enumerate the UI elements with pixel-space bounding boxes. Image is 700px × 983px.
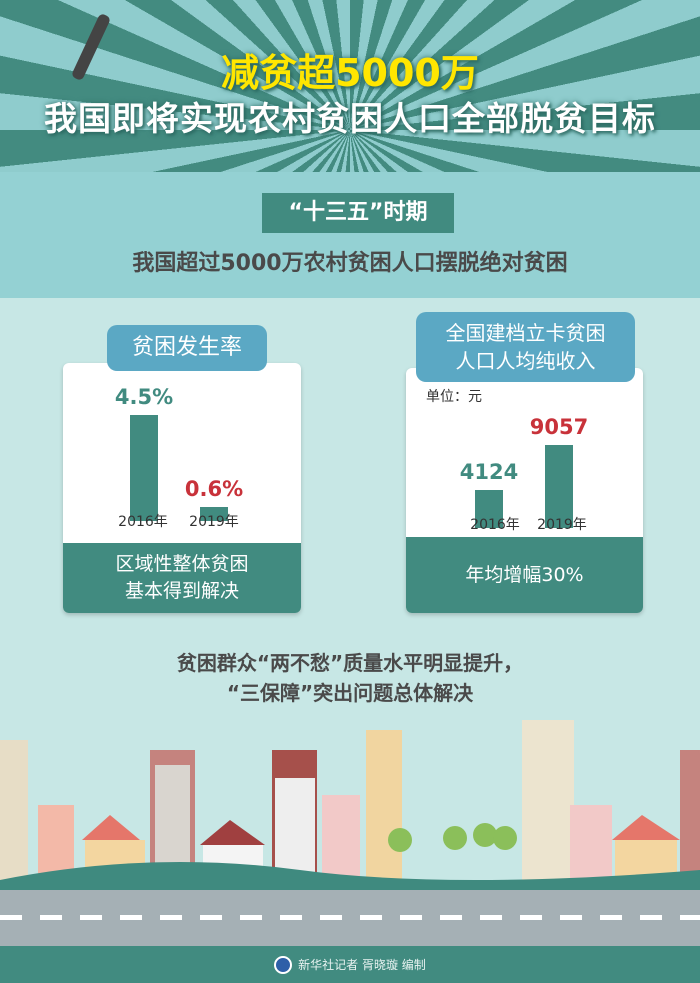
building (570, 805, 612, 890)
x-label-2019: 2019年 (189, 514, 239, 530)
ground (0, 862, 700, 892)
bar-2019 (200, 506, 228, 521)
building (522, 720, 574, 890)
x-label-2016: 2016年 (470, 517, 520, 533)
chart2-title: 全国建档立卡贫困 人口人均纯收入 (416, 312, 635, 382)
road-markings (0, 915, 700, 920)
chart2-title-line: 全国建档立卡贫困 (445, 321, 606, 345)
tree (388, 828, 412, 852)
poverty-rate-card: 4.5% 0.6% 2016年 2019年 区域性整体贫困 基本得到解决 (63, 363, 301, 613)
xinhua-logo-icon (274, 955, 293, 974)
value-label-2019: 0.6% (184, 476, 244, 501)
footer-line: 基本得到解决 (124, 580, 239, 602)
house-roof (82, 815, 140, 840)
footer-line: 区域性整体贫困 (115, 553, 249, 575)
house-roof (200, 820, 265, 845)
income-card: 单位：元 4124 9057 2016年 2019年 年均增幅30% (406, 368, 643, 613)
chart1-title: 贫困发生率 (107, 325, 267, 371)
building (680, 750, 700, 890)
footer: 新华社记者 胥晓璇 编制 (0, 946, 700, 983)
subtitle: 我国即将实现农村贫困人口全部脱贫目标 (44, 99, 656, 138)
summary-text: 贫困群众“两不愁”质量水平明显提升， “三保障”突出问题总体解决 (0, 648, 700, 708)
tree (443, 826, 467, 850)
main-title: 减贫超5000万 (221, 51, 479, 95)
bar-2019 (545, 445, 573, 528)
summary-line-2: “三保障”突出问题总体解决 (226, 681, 474, 705)
period-band (0, 172, 700, 298)
x-label-2016: 2016年 (118, 514, 168, 530)
building (366, 730, 402, 890)
tree (473, 823, 497, 847)
value-label-2016: 4124 (459, 460, 519, 485)
chart1-title-text: 贫困发生率 (131, 335, 242, 360)
period-label: “十三五”时期 (262, 193, 454, 233)
header-banner: 减贫超5000万 我国即将实现农村贫困人口全部脱贫目标 (0, 0, 700, 172)
unit-label: 单位：元 (426, 389, 482, 405)
bar-2016 (130, 415, 158, 521)
tree (493, 826, 517, 850)
x-label-2019: 2019年 (537, 517, 587, 533)
value-label-2016: 4.5% (114, 385, 174, 409)
building (0, 740, 28, 890)
city-illustration (0, 720, 700, 892)
summary-line-1: 贫困群众“两不愁”质量水平明显提升， (176, 651, 524, 675)
period-statement: 我国超过5000万农村贫困人口摆脱绝对贫困 (132, 251, 568, 276)
house-roof (612, 815, 680, 840)
bar-2016 (475, 490, 503, 528)
credit-text: 新华社记者 胥晓璇 编制 (298, 958, 426, 972)
chart1-footer: 区域性整体贫困 基本得到解决 (63, 543, 301, 613)
chart2-title-line: 人口人均纯收入 (455, 349, 596, 373)
footer-line: 年均增幅30% (465, 563, 584, 586)
value-label-2019: 9057 (529, 415, 589, 439)
chart2-footer: 年均增幅30% (406, 537, 643, 613)
